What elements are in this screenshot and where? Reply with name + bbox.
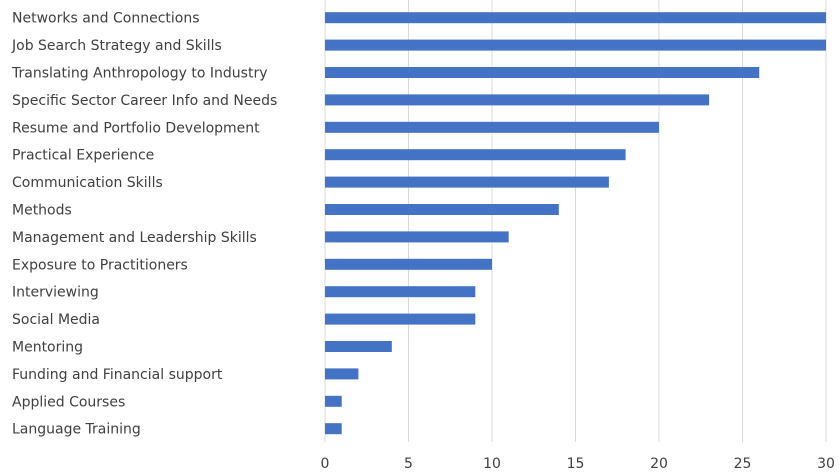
x-axis-tick-labels: 0 5 10 15 20 25 30: [321, 456, 835, 472]
bars: [325, 12, 826, 435]
bar: [325, 12, 826, 24]
bar: [325, 423, 342, 435]
bar: [325, 204, 559, 215]
bar: [325, 395, 342, 407]
x-tick-label: 25: [734, 456, 752, 472]
category-label: Methods: [12, 203, 72, 219]
bar: [325, 368, 359, 380]
bar: [325, 121, 659, 133]
bar: [325, 258, 492, 270]
category-label: Language Training: [12, 422, 141, 438]
bar: [325, 39, 826, 51]
category-label: Communication Skills: [12, 175, 163, 191]
x-tick-label: 20: [650, 456, 668, 472]
x-tick-label: 5: [404, 456, 413, 472]
category-label: Social Media: [12, 312, 100, 328]
x-tick-label: 30: [817, 456, 835, 472]
category-label: Networks and Connections: [12, 11, 200, 27]
category-label: Funding and Financial support: [12, 367, 223, 383]
category-label: Interviewing: [12, 285, 99, 301]
bar: [325, 313, 476, 325]
category-label: Practical Experience: [12, 148, 154, 164]
category-label: Management and Leadership Skills: [12, 230, 257, 246]
category-label: Mentoring: [12, 340, 83, 356]
bar: [325, 67, 760, 78]
bar: [325, 286, 476, 298]
x-tick-label: 0: [321, 456, 330, 472]
category-label: Specific Sector Career Info and Needs: [12, 93, 277, 109]
bar: [325, 176, 609, 188]
x-tick-label: 15: [567, 456, 585, 472]
bar: [325, 231, 509, 243]
gridlines: [324, 0, 827, 442]
category-label: Job Search Strategy and Skills: [11, 38, 222, 54]
category-label: Exposure to Practitioners: [12, 257, 188, 273]
x-tick-label: 10: [483, 456, 501, 472]
category-label: Resume and Portfolio Development: [12, 120, 260, 136]
category-label: Applied Courses: [12, 394, 125, 410]
category-label: Translating Anthropology to Industry: [11, 66, 268, 82]
bar: [325, 149, 626, 161]
bar: [325, 94, 710, 106]
bar: [325, 341, 392, 352]
category-labels: Networks and Connections Job Search Strat…: [11, 11, 277, 438]
